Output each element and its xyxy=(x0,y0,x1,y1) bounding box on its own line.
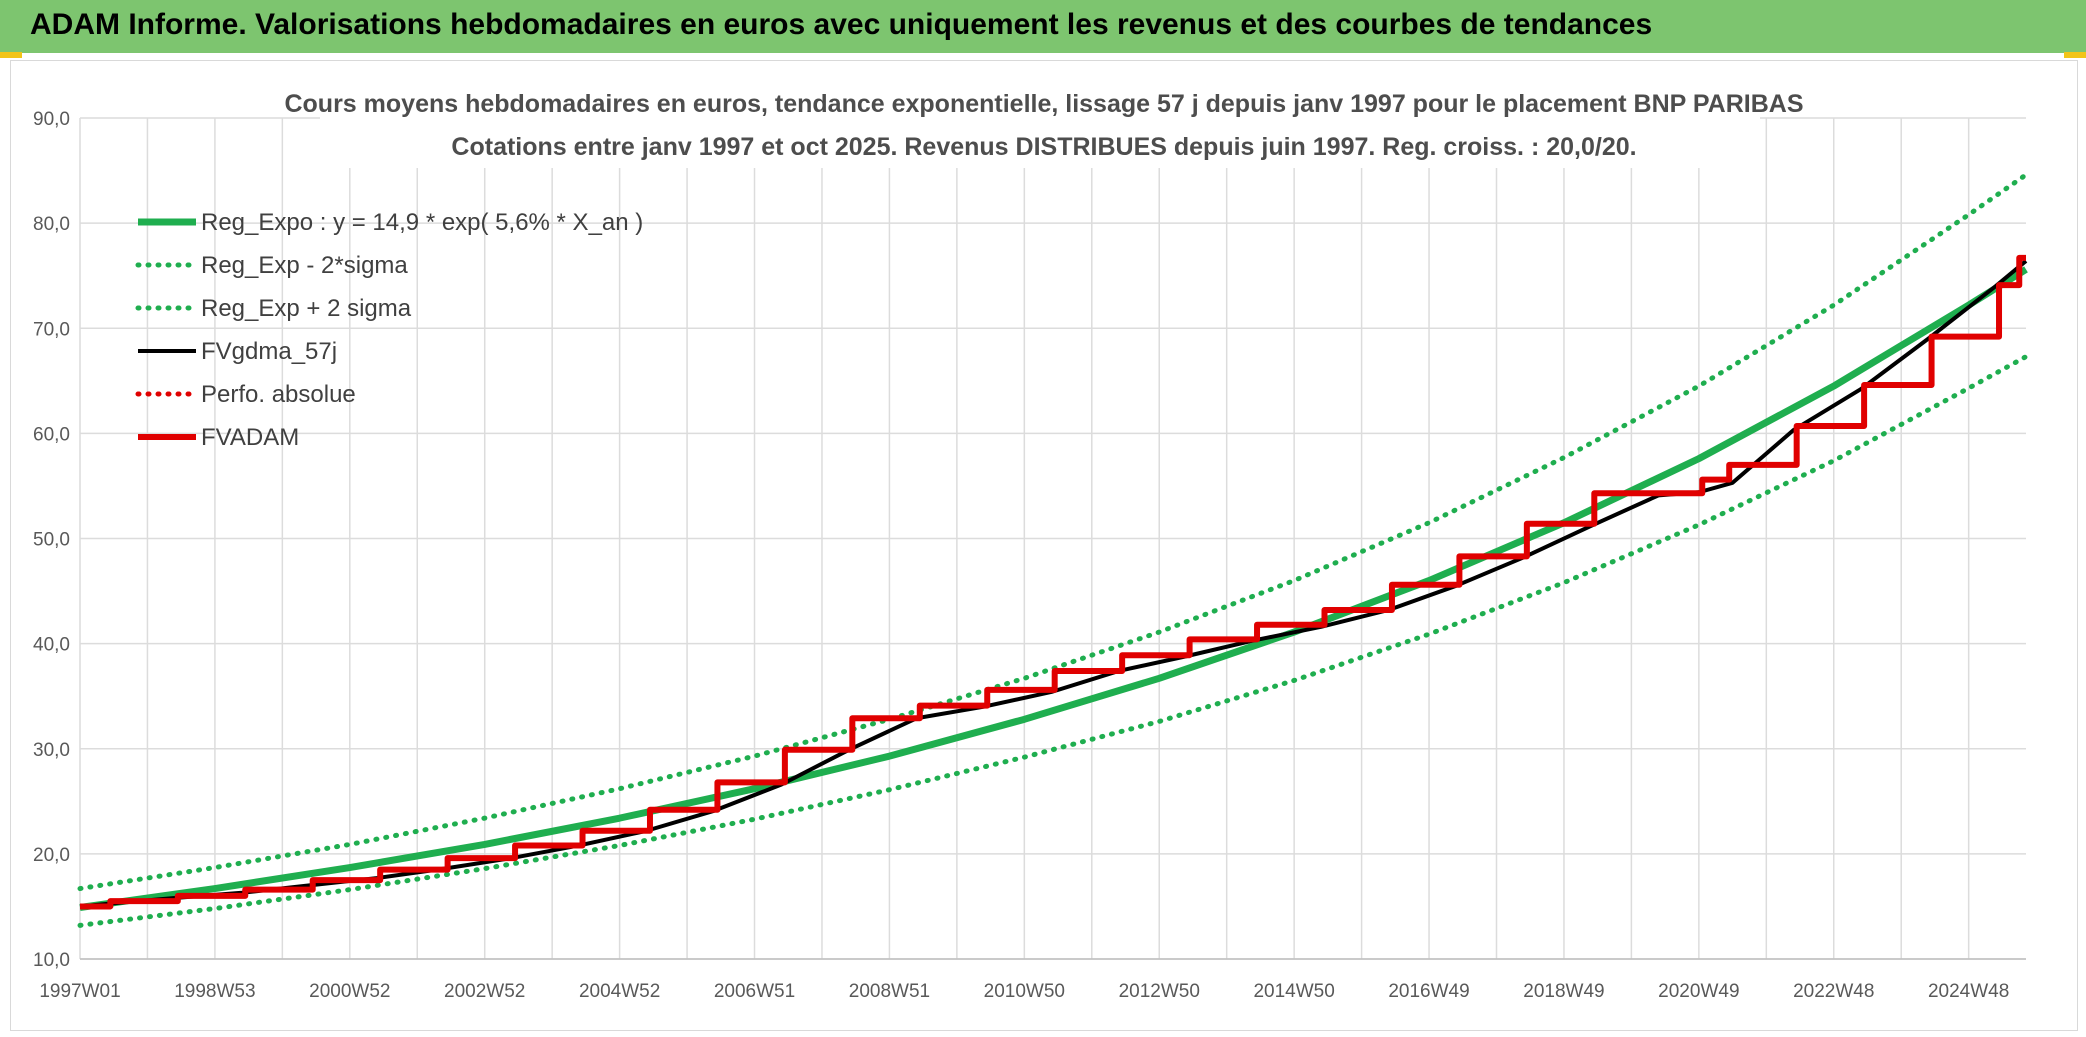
legend-label: Perfo. absolue xyxy=(201,381,356,408)
y-tick-label: 30,0 xyxy=(33,740,70,761)
y-tick-label: 10,0 xyxy=(33,950,70,971)
legend-label: Reg_Exp + 2 sigma xyxy=(201,295,412,322)
y-tick-label: 20,0 xyxy=(33,845,70,866)
series-line-5 xyxy=(80,254,2026,910)
x-tick-label: 1998W53 xyxy=(174,981,255,1002)
report-title: ADAM Informe. Valorisations hebdomadaire… xyxy=(30,8,1653,41)
series-line-3 xyxy=(79,259,2028,909)
x-tick-label: 1997W01 xyxy=(39,981,120,1002)
x-tick-label: 2018W49 xyxy=(1523,981,1604,1002)
title-backdrop xyxy=(320,86,1760,168)
chart-frame xyxy=(10,60,2078,1031)
x-tick-label: 2008W51 xyxy=(849,981,930,1002)
x-tick-label: 2006W51 xyxy=(714,981,795,1002)
x-tick-label: 2002W52 xyxy=(444,981,525,1002)
x-tick-label: 2004W52 xyxy=(579,981,660,1002)
legend-label: FVgdma_57j xyxy=(201,338,337,365)
x-tick-label: 2010W50 xyxy=(984,981,1065,1002)
y-tick-label: 90,0 xyxy=(33,109,70,130)
chart-subtitle: Cotations entre janv 1997 et oct 2025. R… xyxy=(451,133,1636,161)
series-line-2 xyxy=(77,172,2029,892)
x-tick-label: 2012W50 xyxy=(1119,981,1200,1002)
x-tick-label: 2020W49 xyxy=(1658,981,1739,1002)
x-tick-label: 2014W50 xyxy=(1253,981,1334,1002)
chart-title: Cours moyens hebdomadaires en euros, ten… xyxy=(284,90,1803,118)
y-tick-label: 40,0 xyxy=(33,635,70,656)
corner-marker-left xyxy=(0,52,22,58)
y-tick-label: 60,0 xyxy=(33,424,70,445)
x-tick-label: 2024W48 xyxy=(1928,981,2009,1002)
y-tick-label: 80,0 xyxy=(33,214,70,235)
x-tick-label: 2016W49 xyxy=(1388,981,1469,1002)
series-line-0 xyxy=(79,266,2028,911)
legend-label: Reg_Expo : y = 14,9 * exp( 5,6% * X_an ) xyxy=(201,209,643,236)
x-tick-label: 2000W52 xyxy=(309,981,390,1002)
series-line-1 xyxy=(77,354,2029,928)
legend-label: FVADAM xyxy=(201,424,299,451)
y-tick-label: 50,0 xyxy=(33,530,70,551)
legend-label: Reg_Exp - 2*sigma xyxy=(201,252,408,279)
x-tick-label: 2022W48 xyxy=(1793,981,1874,1002)
corner-marker-right xyxy=(2064,52,2086,58)
report-banner: ADAM Informe. Valorisations hebdomadaire… xyxy=(0,0,2086,53)
y-tick-label: 70,0 xyxy=(33,319,70,340)
